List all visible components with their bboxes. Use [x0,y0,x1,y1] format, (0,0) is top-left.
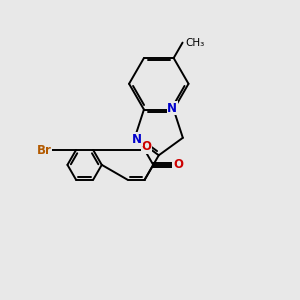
Text: O: O [141,140,151,153]
Text: CH₃: CH₃ [185,38,204,48]
Text: N: N [132,133,142,146]
Text: N: N [167,101,177,115]
Text: O: O [173,158,183,171]
Text: Br: Br [37,143,52,157]
